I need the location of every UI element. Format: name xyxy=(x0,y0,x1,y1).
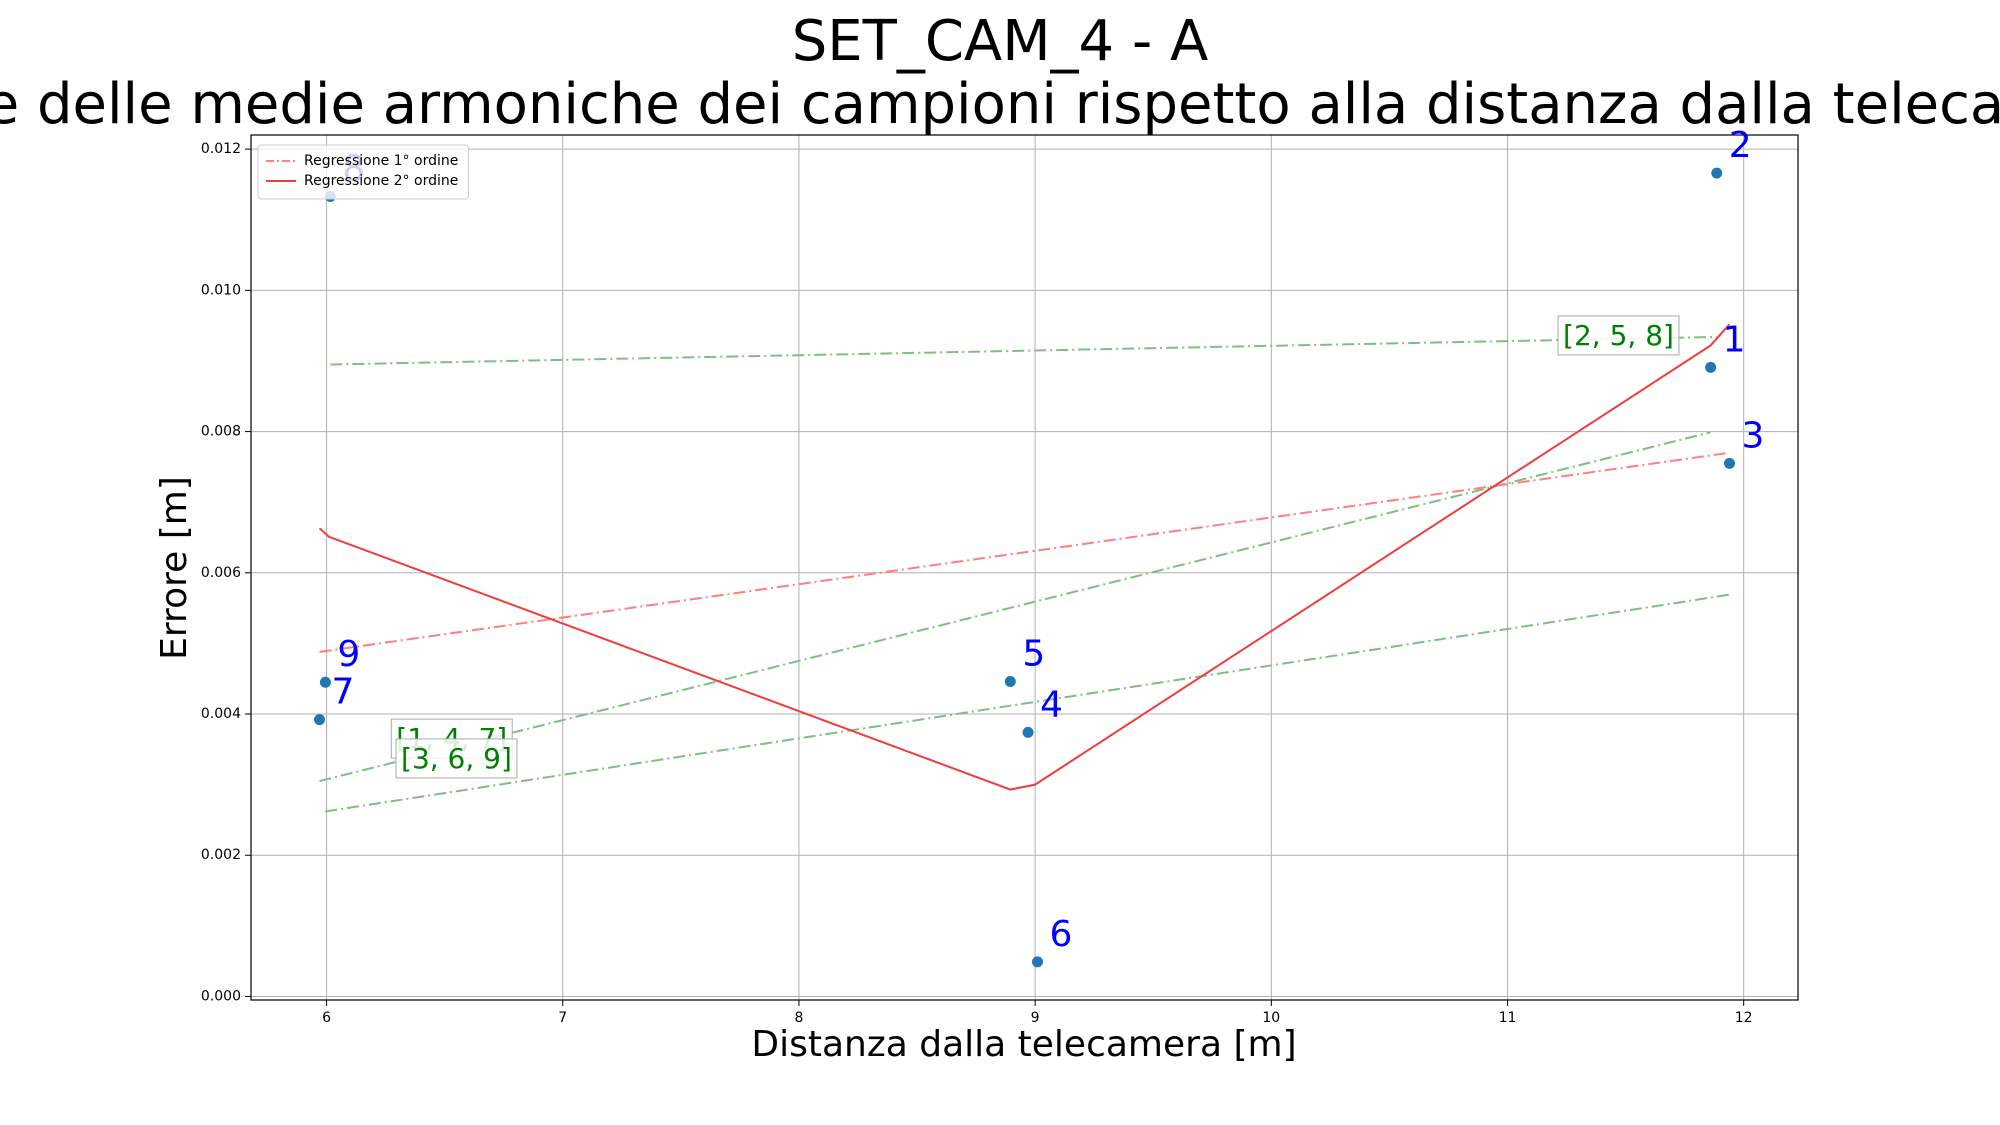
x-tick-label: 6 xyxy=(322,1010,331,1026)
point-label: 4 xyxy=(1040,684,1063,725)
x-tick-label: 9 xyxy=(1031,1010,1040,1026)
chart-subtitle: Errore delle medie armoniche dei campion… xyxy=(0,72,2000,137)
y-tick-label: 0.012 xyxy=(201,141,241,157)
y-tick-label: 0.000 xyxy=(201,988,241,1004)
point-label: 5 xyxy=(1022,634,1045,675)
x-tick-label: 11 xyxy=(1499,1010,1517,1026)
legend-label: Regressione 2° ordine xyxy=(304,173,458,189)
y-tick-label: 0.008 xyxy=(201,424,241,440)
group-regression-line xyxy=(330,335,1717,366)
y-tick-label: 0.010 xyxy=(201,282,241,298)
group-annotation: [2, 5, 8] xyxy=(1563,319,1674,352)
y-tick-label: 0.006 xyxy=(201,565,241,581)
annotation-box xyxy=(395,738,518,779)
group-regression-line xyxy=(325,593,1730,813)
point-label: 2 xyxy=(1729,125,1752,166)
legend-label: Regressione 1° ordine xyxy=(304,153,458,169)
regression-line xyxy=(318,323,1731,791)
data-point xyxy=(319,676,331,688)
data-point xyxy=(313,714,325,726)
data-point xyxy=(1724,457,1736,469)
legend: Regressione 1° ordine Regressione 2° ordi… xyxy=(257,144,469,200)
y-axis-label: Errore [m] xyxy=(154,476,195,660)
data-point xyxy=(1705,361,1717,373)
data-point xyxy=(1004,676,1016,688)
legend-frame xyxy=(257,144,469,200)
data-point xyxy=(1031,956,1043,968)
x-axis-label: Distanza dalla telecamera [m] xyxy=(751,1024,1296,1065)
x-tick-label: 7 xyxy=(558,1010,567,1026)
point-label: 9 xyxy=(337,634,360,675)
point-label: 6 xyxy=(1049,914,1072,955)
annotation-box xyxy=(1557,315,1680,356)
y-tick-label: 0.004 xyxy=(201,706,241,722)
data-point xyxy=(1711,167,1723,179)
regression-line xyxy=(319,451,1730,653)
point-label: 1 xyxy=(1723,319,1746,360)
x-tick-label: 12 xyxy=(1735,1010,1753,1026)
y-tick-label: 0.002 xyxy=(201,847,241,863)
plot-frame xyxy=(250,134,1799,1001)
group-regression-line xyxy=(319,431,1711,783)
x-tick-label: 10 xyxy=(1262,1010,1280,1026)
point-label: 7 xyxy=(331,672,354,713)
group-annotation: [3, 6, 9] xyxy=(401,742,512,775)
point-label: 3 xyxy=(1742,415,1765,456)
data-point xyxy=(1022,726,1034,738)
chart-title: SET_CAM_4 - A xyxy=(792,9,1209,74)
x-tick-label: 8 xyxy=(794,1010,803,1026)
